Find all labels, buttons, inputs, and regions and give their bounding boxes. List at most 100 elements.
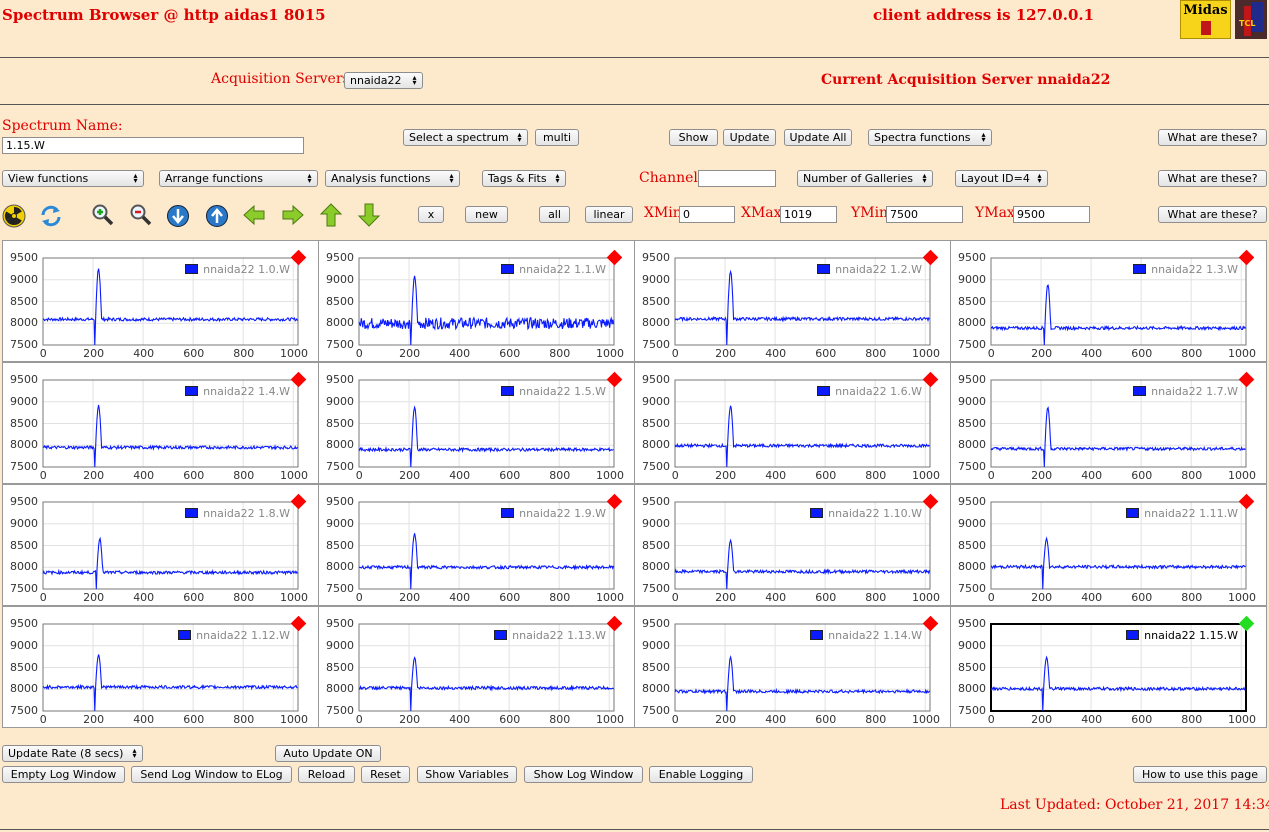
spectrum-panel[interactable]: 9500 9000 8500 8000 7500 0 200 400 600 800 1000 nna… (950, 362, 1267, 484)
y-tick-label: 9000 (958, 516, 986, 530)
refresh-icon[interactable] (39, 204, 63, 228)
spectrum-panel[interactable]: 9500 9000 8500 8000 7500 0 200 400 600 800 1000 nna… (950, 606, 1267, 728)
y-tick-label: 8500 (958, 660, 986, 674)
xmax-input[interactable]: 1019 (780, 206, 837, 223)
x-tick-label: 800 (549, 591, 571, 604)
spectrum-panel[interactable]: 9500 9000 8500 8000 7500 0 200 400 600 800 1000 nna… (318, 362, 635, 484)
x-tick-label: 400 (133, 469, 155, 482)
ymax-input[interactable]: 9500 (1013, 206, 1090, 223)
x-tick-label: 600 (499, 713, 521, 726)
send-log-elog-button[interactable]: Send Log Window to ELog (131, 766, 292, 783)
empty-log-button[interactable]: Empty Log Window (2, 766, 125, 783)
update-all-button[interactable]: Update All (784, 129, 852, 146)
show-log-window-button[interactable]: Show Log Window (524, 766, 643, 783)
spectra-functions-label: Spectra functions (874, 131, 971, 144)
arrange-functions-dropdown[interactable]: Arrange functions ▴ ▾ (159, 170, 318, 187)
spectrum-name-label: Spectrum Name: (2, 118, 123, 134)
plot-frame (42, 257, 299, 346)
show-button[interactable]: Show (669, 129, 718, 146)
spectrum-panel[interactable]: 9500 9000 8500 8000 7500 0 200 400 600 800 1000 nna… (318, 240, 635, 362)
series-line (674, 538, 931, 590)
series-line (674, 269, 930, 346)
spectrum-panel[interactable]: 9500 9000 8500 8000 7500 0 200 400 600 800 1000 nna… (2, 484, 319, 606)
reset-button[interactable]: Reset (361, 766, 410, 783)
spectrum-panel[interactable]: 9500 9000 8500 8000 7500 0 200 400 600 800 1000 nna… (634, 362, 951, 484)
enable-logging-button[interactable]: Enable Logging (649, 766, 753, 783)
legend-label: nnaida22 1.11.W (1144, 507, 1238, 520)
zoom-out-icon[interactable] (128, 203, 152, 227)
series-line (358, 533, 615, 590)
spectrum-panel[interactable]: 9500 9000 8500 8000 7500 0 200 400 600 800 1000 nna… (2, 606, 319, 728)
view-functions-dropdown[interactable]: View functions ▴ ▾ (2, 170, 144, 187)
arrow-right-icon[interactable] (281, 203, 305, 227)
tags-fits-dropdown[interactable]: Tags & Fits ▴ ▾ (482, 170, 566, 187)
help-button-3[interactable]: What are these? (1158, 206, 1267, 223)
status-diamond-icon[interactable] (1238, 615, 1255, 632)
x-tick-label: 0 (355, 347, 363, 360)
series-line (990, 536, 1246, 590)
xmin-input[interactable]: 0 (679, 206, 735, 223)
spectrum-panel[interactable]: 9500 9000 8500 8000 7500 0 200 400 600 800 1000 nna… (2, 240, 319, 362)
channel-input[interactable] (698, 170, 776, 187)
help-button-1[interactable]: What are these? (1158, 129, 1267, 146)
spectrum-name-input[interactable]: 1.15.W (2, 137, 304, 154)
x-tick-label: 400 (765, 713, 787, 726)
legend-swatch (1126, 508, 1140, 518)
new-button[interactable]: new (465, 206, 508, 223)
x-tick-label: 200 (1031, 713, 1053, 726)
series-line (42, 404, 298, 468)
status-diamond-icon[interactable] (1238, 371, 1255, 388)
spectrum-panel[interactable]: 9500 9000 8500 8000 7500 0 200 400 600 800 1000 nna… (634, 484, 951, 606)
radiation-icon[interactable] (2, 204, 26, 228)
select-spectrum-dropdown[interactable]: Select a spectrum ▴ ▾ (403, 129, 528, 146)
ymin-input[interactable]: 7500 (886, 206, 963, 223)
y-tick-label: 9000 (326, 272, 354, 286)
show-variables-button[interactable]: Show Variables (417, 766, 517, 783)
spectrum-panel[interactable]: 9500 9000 8500 8000 7500 0 200 400 600 800 1000 nna… (950, 484, 1267, 606)
x-tick-label: 1000 (912, 469, 941, 482)
spectrum-plot (990, 371, 1255, 468)
number-of-galleries-dropdown[interactable]: Number of Galleries ▴ ▾ (797, 170, 933, 187)
x-tick-label: 200 (399, 713, 421, 726)
multi-button[interactable]: multi (535, 129, 579, 146)
y-tick-label: 7500 (958, 582, 986, 595)
help-button-2[interactable]: What are these? (1158, 170, 1267, 187)
client-address: client address is 127.0.0.1 (873, 6, 1095, 24)
acquisition-server-select[interactable]: nnaida22 ▴ ▾ (344, 72, 423, 89)
y-tick-label: 9500 (10, 373, 38, 386)
y-tick-label: 8000 (10, 316, 38, 330)
x-tick-label: 0 (355, 713, 363, 726)
x-tick-label: 0 (39, 347, 47, 360)
legend-swatch (501, 264, 515, 274)
status-diamond-icon[interactable] (1238, 249, 1255, 266)
spectrum-panel[interactable]: 9500 9000 8500 8000 7500 0 200 400 600 800 1000 nna… (2, 362, 319, 484)
update-rate-dropdown[interactable]: Update Rate (8 secs) ▴ ▾ (2, 745, 143, 762)
auto-update-button[interactable]: Auto Update ON (275, 745, 381, 762)
spectrum-panel[interactable]: 9500 9000 8500 8000 7500 0 200 400 600 800 1000 nna… (634, 240, 951, 362)
status-diamond-icon[interactable] (1238, 493, 1255, 510)
x-button[interactable]: x (418, 206, 444, 223)
all-button[interactable]: all (539, 206, 570, 223)
x-tick-label: 0 (355, 591, 363, 604)
x-tick-label: 0 (39, 469, 47, 482)
spectrum-panel[interactable]: 9500 9000 8500 8000 7500 0 200 400 600 800 1000 nna… (318, 606, 635, 728)
arrow-up-circle-icon[interactable] (205, 204, 229, 228)
arrow-down-circle-icon[interactable] (166, 204, 190, 228)
reload-button[interactable]: Reload (298, 766, 355, 783)
y-tick-label: 9500 (958, 617, 986, 630)
linear-button[interactable]: linear (585, 206, 633, 223)
update-button[interactable]: Update (723, 129, 776, 146)
spectra-functions-dropdown[interactable]: Spectra functions ▴ ▾ (868, 129, 992, 146)
analysis-functions-dropdown[interactable]: Analysis functions ▴ ▾ (325, 170, 460, 187)
spectrum-panel[interactable]: 9500 9000 8500 8000 7500 0 200 400 600 800 1000 nna… (318, 484, 635, 606)
x-tick-label: 800 (549, 347, 571, 360)
spectrum-gallery: 9500 9000 8500 8000 7500 0 200 400 600 800 1000 nna… (0, 240, 1269, 730)
how-to-use-button[interactable]: How to use this page (1133, 766, 1267, 783)
arrow-down-icon[interactable] (357, 203, 381, 227)
spectrum-panel[interactable]: 9500 9000 8500 8000 7500 0 200 400 600 800 1000 nna… (634, 606, 951, 728)
spectrum-panel[interactable]: 9500 9000 8500 8000 7500 0 200 400 600 800 1000 nna… (950, 240, 1267, 362)
layout-dropdown[interactable]: Layout ID=4 ▴ ▾ (955, 170, 1048, 187)
arrow-left-icon[interactable] (242, 203, 266, 227)
zoom-in-icon[interactable] (90, 203, 114, 227)
arrow-up-icon[interactable] (319, 203, 343, 227)
